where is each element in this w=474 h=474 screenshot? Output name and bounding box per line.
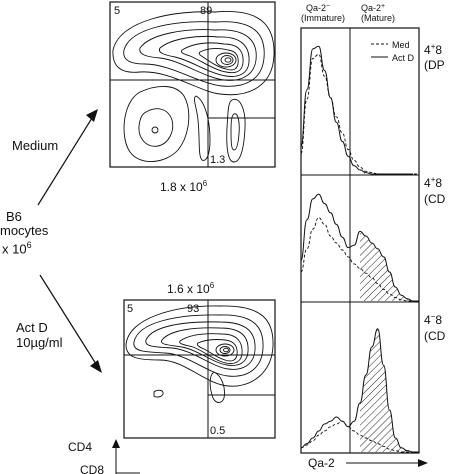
panel-label-2-line-1: 4+8: [424, 175, 442, 190]
histogram-curves: [300, 45, 419, 453]
count-actd: 1.6 x 106: [167, 281, 215, 296]
count-exponent-actd: 6: [210, 281, 215, 290]
series-med-curve-2: [300, 217, 419, 302]
contour-b-tail: [209, 371, 225, 403]
contour-b-8: [219, 346, 231, 354]
panel-label-1-line-2: (DP: [424, 58, 445, 72]
arrow-to-actd: [39, 274, 97, 365]
count-medium: 1.8 x 106: [160, 179, 208, 194]
quadrant-lr-actd: 0.5: [210, 425, 225, 437]
mature-fraction-fill-3: [360, 328, 419, 452]
col-mature-sub: (Mature): [361, 13, 395, 23]
contour-a-dn-core: [151, 126, 159, 134]
legend-actd-label: Act D: [392, 53, 415, 63]
series-actd-curve-3: [300, 328, 419, 453]
series-med-curve-3: [300, 420, 419, 453]
count-mantissa-actd: 1.6 x 10: [167, 282, 210, 296]
series-med-curve-1: [300, 53, 419, 175]
contour-a-6: [198, 47, 239, 71]
contour-a-tail: [194, 95, 211, 161]
col-immature-sub: (Immature): [301, 13, 345, 23]
contour-b-3: [145, 321, 256, 370]
col-mature-title: Qa-2+: [361, 3, 385, 13]
source-line-1: B6: [6, 209, 22, 224]
contour-frame-medium: [109, 1, 276, 168]
condition-label-actd: Act D: [16, 320, 48, 335]
contour-b-outer: [125, 305, 274, 387]
quadrant-ur-medium: 89: [200, 5, 212, 17]
contour-b-2: [133, 314, 264, 377]
contour-b-9: [223, 347, 229, 353]
source-text: B6 mocytes x 106: [0, 210, 48, 256]
quadrant-ul-actd: 5: [127, 303, 133, 315]
cd4-axis-arrow-icon: [112, 439, 120, 448]
panel-label-2-line-2: (CD: [424, 192, 446, 206]
quadrant-lr-medium: 1.3: [210, 154, 225, 166]
contour-a-dn-outer: [123, 86, 190, 162]
contour-a-dn-inner: [138, 108, 174, 147]
contour-b-4: [161, 327, 249, 366]
contour-axes: CD4 CD8: [68, 439, 140, 474]
quadrant-ul-medium: 5: [114, 5, 120, 17]
contours-medium: [112, 10, 275, 163]
contour-a-outer: [112, 10, 275, 96]
source-line-3: x 106: [2, 240, 32, 257]
contour-plot-actd: 1.6 x 106 5 93 0.5: [123, 281, 276, 439]
arrow-to-medium: [37, 117, 93, 206]
qa2-axis-label: Qa-2: [308, 456, 335, 470]
contour-a-2: [123, 21, 265, 87]
contour-b-7: [215, 343, 235, 357]
cd4-axis-label: CD4: [68, 440, 92, 454]
contour-b-6: [196, 339, 238, 362]
legend: Med Act D: [371, 40, 415, 63]
contour-a-cd8-inner: [230, 113, 240, 151]
mature-fraction-fill-1: [360, 169, 419, 174]
contour-plot-medium: 5 89 1.3 1.8 x 106: [109, 1, 276, 194]
contour-a-cd8: [226, 98, 246, 163]
contour-a-3: [139, 29, 257, 81]
panel-label-1-line-1: 4+8: [424, 42, 442, 57]
source-line-2: mocytes: [0, 223, 49, 238]
contour-a-7: [215, 52, 237, 68]
contour-a-9: [224, 57, 232, 63]
contour-frame-actd: [123, 299, 276, 439]
source-exponent: 6: [26, 240, 32, 250]
condition-sub-actd: 10µg/ml: [16, 335, 63, 350]
series-actd-curve-2: [300, 193, 419, 302]
count-mantissa-medium: 1.8 x 10: [160, 180, 203, 194]
histogram-panel: Qa-2− (Immature) Qa-2+ (Mature) Med Act …: [300, 3, 446, 470]
col-immature-title: Qa-2−: [306, 3, 330, 13]
quadrant-ur-actd: 93: [187, 303, 199, 315]
contours-actd: [125, 305, 274, 403]
condition-label-medium: Medium: [12, 138, 59, 153]
contour-a-5: [181, 42, 244, 74]
arrowhead-medium-icon: [86, 109, 98, 122]
legend-med-label: Med: [392, 40, 410, 50]
qa2-axis-arrow-icon: [418, 459, 428, 467]
arrowhead-actd-icon: [90, 360, 102, 373]
histogram-frame: [300, 27, 420, 454]
contour-b-5: [179, 333, 243, 365]
contour-b-dot: [153, 389, 164, 398]
mature-fraction-fill-2: [360, 231, 419, 301]
panel-label-3-line-2: (CD: [424, 329, 446, 343]
series-actd-curve-1: [300, 45, 414, 175]
count-exponent-medium: 6: [203, 179, 208, 188]
cd8-axis-label: CD8: [80, 463, 104, 474]
contour-a-4: [158, 36, 250, 77]
panel-label-3-line-1: 4−8: [424, 312, 442, 327]
contour-a-8: [220, 55, 234, 65]
